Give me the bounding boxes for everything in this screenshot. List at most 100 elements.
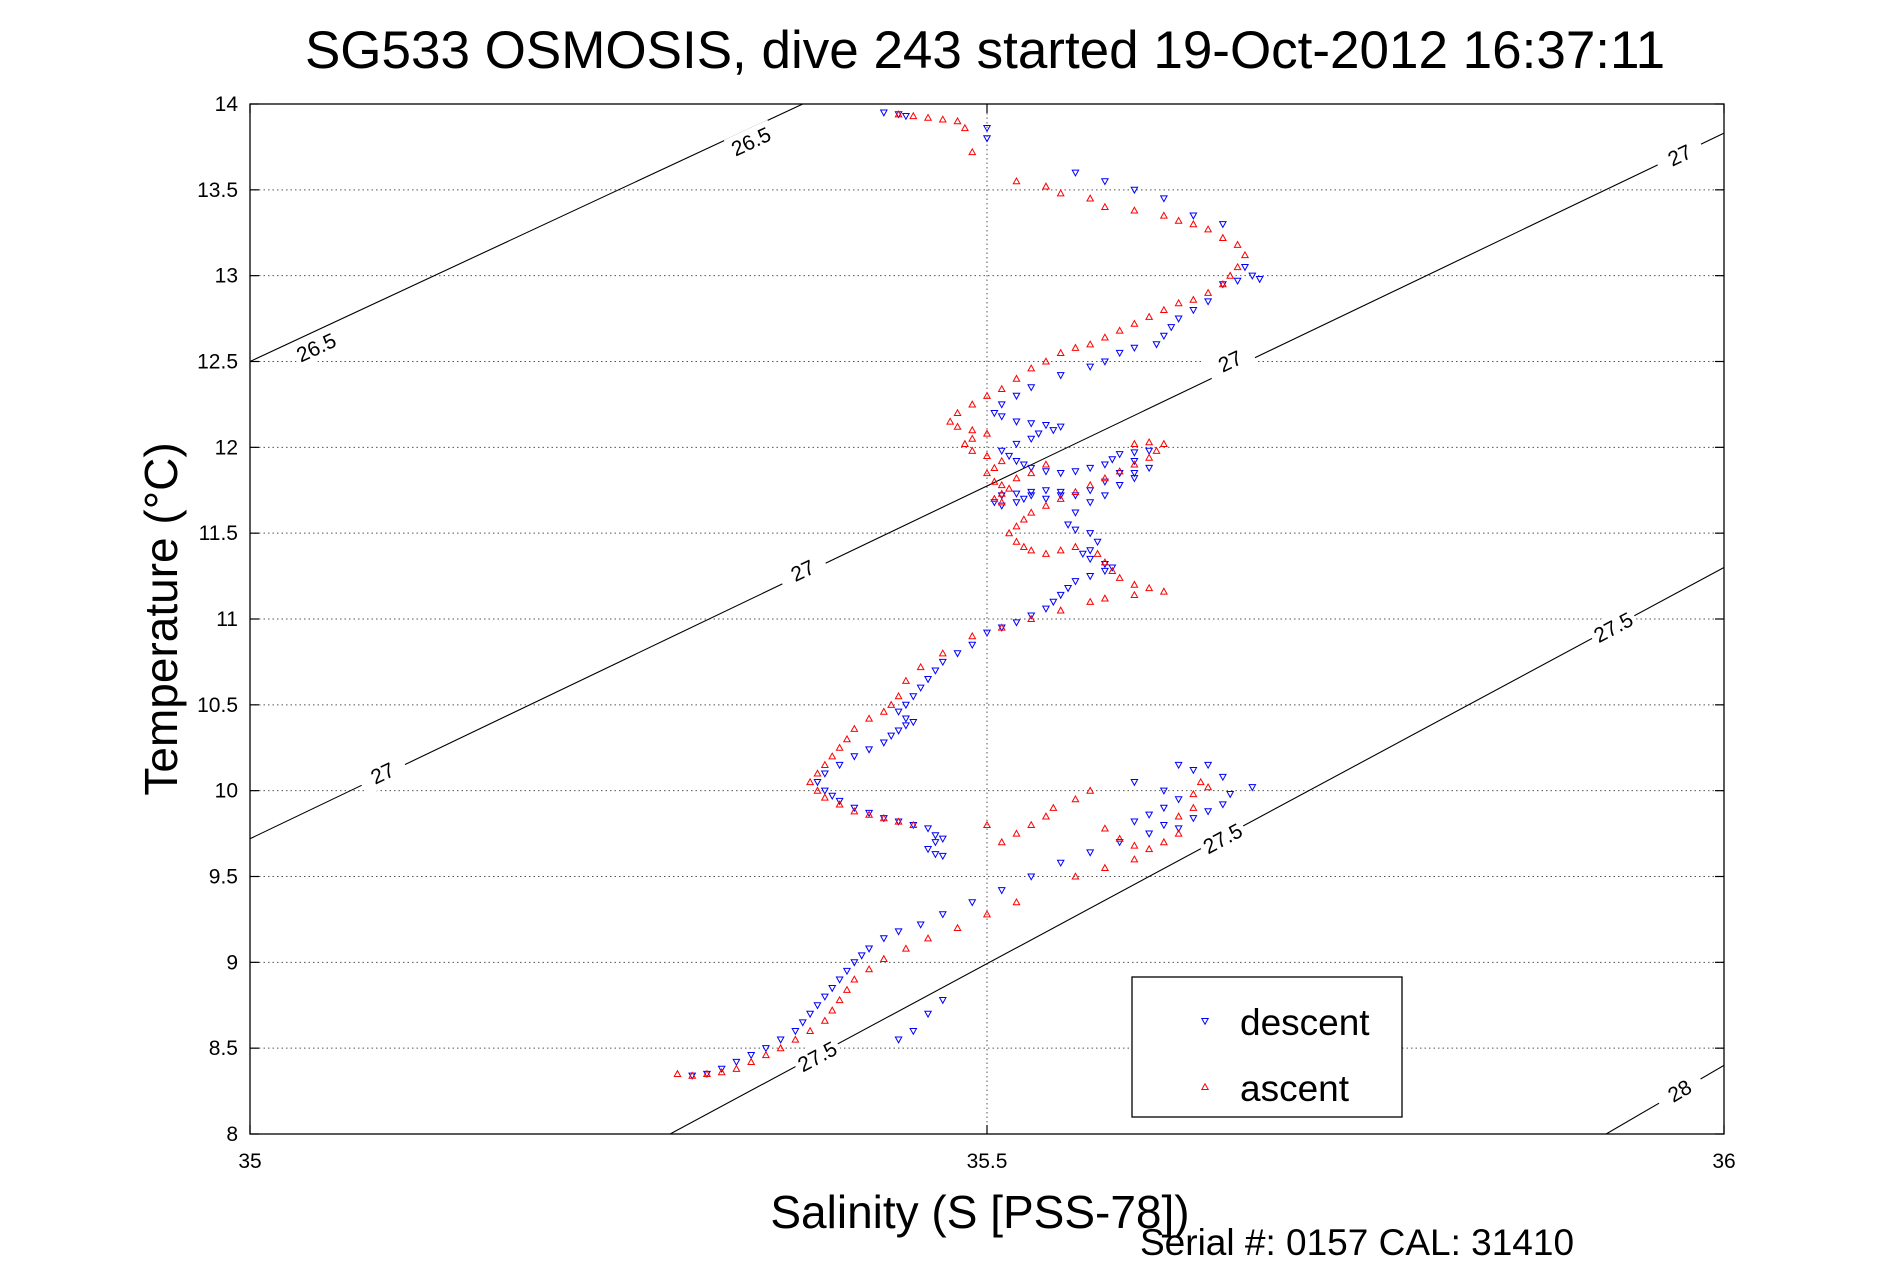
ascent-point xyxy=(982,391,992,399)
descent-point xyxy=(968,899,977,907)
ascent-point xyxy=(1189,789,1198,798)
y-tick-label: 11 xyxy=(216,608,238,631)
descent-point xyxy=(1159,195,1168,203)
legend: descent ascent xyxy=(1131,976,1403,1118)
descent-point xyxy=(1189,306,1198,315)
ascent-point xyxy=(850,807,859,815)
descent-point xyxy=(1174,796,1183,804)
ascent-point xyxy=(850,975,859,983)
ascent-point xyxy=(1204,783,1213,791)
descent-point xyxy=(1056,859,1065,867)
ascent-point xyxy=(1056,606,1065,614)
descent-point xyxy=(732,1058,741,1067)
descent-point xyxy=(1064,521,1073,529)
descent-point xyxy=(1130,818,1139,826)
descent-point xyxy=(813,779,822,787)
ascent-point xyxy=(776,1043,785,1052)
ascent-point xyxy=(1100,824,1109,832)
descent-point xyxy=(1174,315,1183,323)
descent-point xyxy=(909,693,918,701)
descent-point xyxy=(894,1036,903,1044)
ascent-point xyxy=(1233,262,1242,271)
isopycnal-label-bg xyxy=(289,325,344,370)
descent-point xyxy=(828,792,837,801)
ascent-point xyxy=(1027,468,1036,477)
isopycnal-label-bg xyxy=(775,548,831,594)
descent-point xyxy=(1078,550,1087,558)
descent-point xyxy=(901,701,910,710)
descent-point xyxy=(916,684,925,692)
descent-point xyxy=(931,851,940,859)
descent-point xyxy=(1012,418,1021,426)
y-tick-label: 13 xyxy=(215,265,238,288)
descent-point xyxy=(879,739,888,747)
descent-point xyxy=(923,845,933,854)
descent-point xyxy=(1159,332,1168,340)
ascent-point xyxy=(1041,549,1051,557)
ascent-point xyxy=(916,662,925,671)
descent-point xyxy=(1174,761,1183,770)
ascent-point xyxy=(1093,549,1102,557)
descent-point xyxy=(938,658,947,667)
ascent-point xyxy=(1005,528,1014,537)
ascent-point xyxy=(1204,225,1213,233)
ascent-point xyxy=(953,116,962,125)
descent-point xyxy=(791,1027,800,1036)
ascent-point xyxy=(1130,460,1139,468)
descent-point xyxy=(1130,779,1139,787)
ascent-point xyxy=(673,1069,682,1077)
descent-point xyxy=(850,959,859,967)
isopycnal-line xyxy=(669,567,1724,1134)
descent-point xyxy=(820,787,829,795)
ascent-point xyxy=(813,786,822,794)
descent-point xyxy=(931,839,940,847)
ascent-point xyxy=(1189,295,1198,303)
ascent-point xyxy=(997,489,1006,497)
descent-point xyxy=(1255,276,1264,284)
ascent-point xyxy=(953,923,962,932)
descent-point xyxy=(894,727,903,735)
descent-point xyxy=(909,1027,918,1036)
descent-point xyxy=(1218,801,1227,809)
descent-point xyxy=(997,447,1006,455)
descent-point xyxy=(865,809,874,818)
ascent-point xyxy=(1145,437,1154,446)
descent-point xyxy=(923,1010,933,1019)
ascent-point xyxy=(1041,357,1051,365)
y-axis-label: Temperature (°C) xyxy=(135,442,187,795)
descent-point xyxy=(901,722,910,730)
ascent-point xyxy=(1130,206,1139,214)
ascent-point xyxy=(1130,439,1139,447)
descent-point xyxy=(1115,482,1124,490)
ascent-point xyxy=(1012,522,1021,530)
ascent-point xyxy=(820,793,829,801)
descent-point xyxy=(1012,458,1021,466)
ascent-point xyxy=(1012,474,1021,482)
ascent-point xyxy=(923,934,933,942)
ascent-point xyxy=(747,1057,756,1065)
ascent-point xyxy=(879,707,888,715)
descent-point xyxy=(717,1065,726,1073)
descent-point xyxy=(982,135,992,143)
ascent-point xyxy=(1027,614,1036,623)
isopycnal-label-bg xyxy=(1586,604,1641,651)
x-tick-label: 35.5 xyxy=(967,1150,1008,1173)
ascent-point xyxy=(1049,803,1058,811)
descent-point xyxy=(909,718,918,727)
ascent-point xyxy=(953,422,962,430)
ascent-point xyxy=(1159,305,1168,314)
descent-point xyxy=(806,1010,815,1019)
descent-point xyxy=(982,629,992,637)
descent-point xyxy=(1159,787,1168,795)
ascent-point xyxy=(1233,240,1242,248)
descent-point xyxy=(938,852,947,861)
descent-point xyxy=(1086,849,1095,857)
ascent-point xyxy=(1100,474,1109,482)
ascent-point xyxy=(1174,298,1183,307)
descent-point xyxy=(1152,341,1161,349)
descent-point xyxy=(1100,478,1109,486)
descent-point xyxy=(923,825,933,833)
descent-point xyxy=(1056,423,1065,431)
ascent-point xyxy=(894,817,903,825)
